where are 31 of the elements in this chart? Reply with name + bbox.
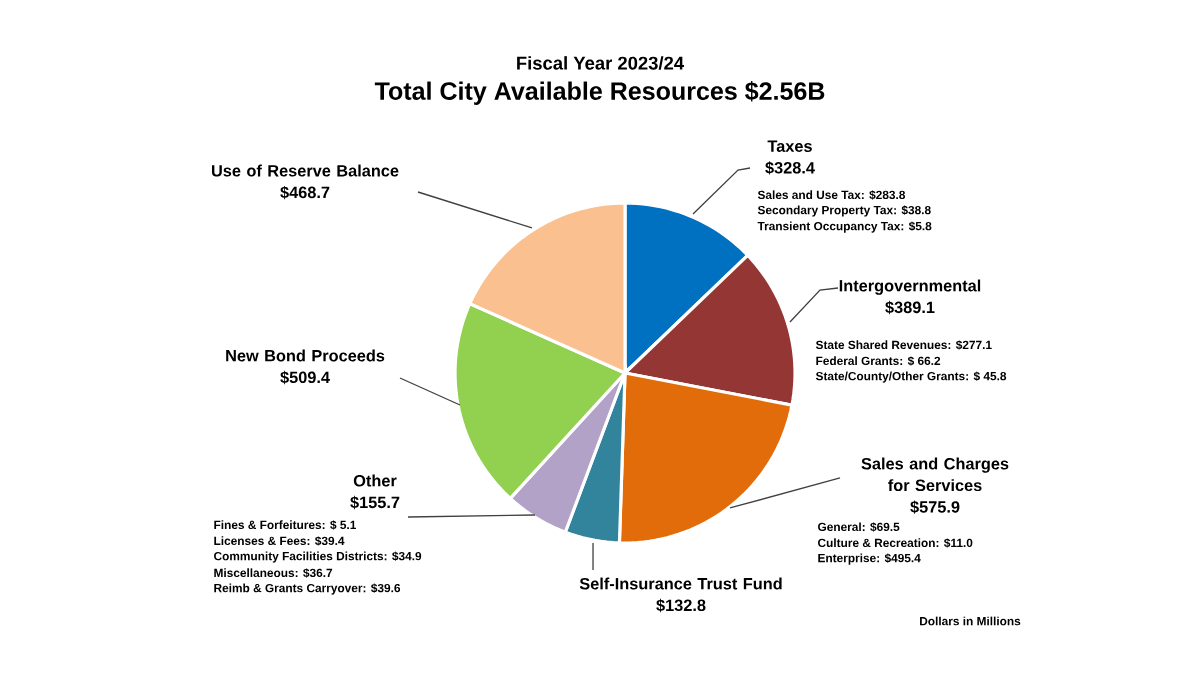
text: Dollars in Millions xyxy=(920,616,1021,626)
chart-title: Total City Available Resources $2.56B xyxy=(374,81,825,105)
text: Federal Grants: $ 66.2 xyxy=(816,356,941,366)
slice-label: Sales and Charges for Services xyxy=(861,457,1009,492)
slice-label: New Bond Proceeds xyxy=(226,349,385,362)
text: Sales and Use Tax: $283.8 xyxy=(757,190,906,200)
text: Reimb & Grants Carryover: $39.6 xyxy=(214,583,401,595)
data-label: $509.4 xyxy=(280,370,330,385)
data-label: $328.4 xyxy=(765,161,815,175)
text: Miscellaneous: $36.7 xyxy=(214,568,333,578)
text: Fines & Forfeitures: $ 5.1 xyxy=(214,520,357,530)
text: Secondary Property Tax: $38.8 xyxy=(757,205,931,217)
data-label: $389.1 xyxy=(885,300,935,315)
slice-label: Intergovernmental xyxy=(839,279,981,295)
slice-label: Other xyxy=(353,474,397,487)
data-label: $575.9 xyxy=(910,500,960,514)
text: State Shared Revenues: $277.1 xyxy=(815,340,992,350)
text: Transient Occupancy Tax: $5.8 xyxy=(757,221,932,233)
text: General: $69.5 xyxy=(818,522,900,532)
slice-label: Use of Reserve Balance xyxy=(212,164,399,177)
text: Community Facilities Districts: $34.9 xyxy=(214,551,422,563)
data-label: $468.7 xyxy=(280,185,330,200)
text: State/County/Other Grants: $ 45.8 xyxy=(815,371,1007,383)
slice-label: Self-Insurance Trust Fund xyxy=(579,577,782,590)
data-label: $155.7 xyxy=(350,495,400,510)
text: Licenses & Fees: $39.4 xyxy=(214,536,345,546)
chart-subtitle: Fiscal Year 2023/24 xyxy=(517,56,685,70)
slice-label: Taxes xyxy=(767,140,812,152)
text: Culture & Recreation: $11.0 xyxy=(818,538,973,548)
data-label: $132.8 xyxy=(656,598,706,613)
text: Enterprise: $495.4 xyxy=(818,553,921,565)
